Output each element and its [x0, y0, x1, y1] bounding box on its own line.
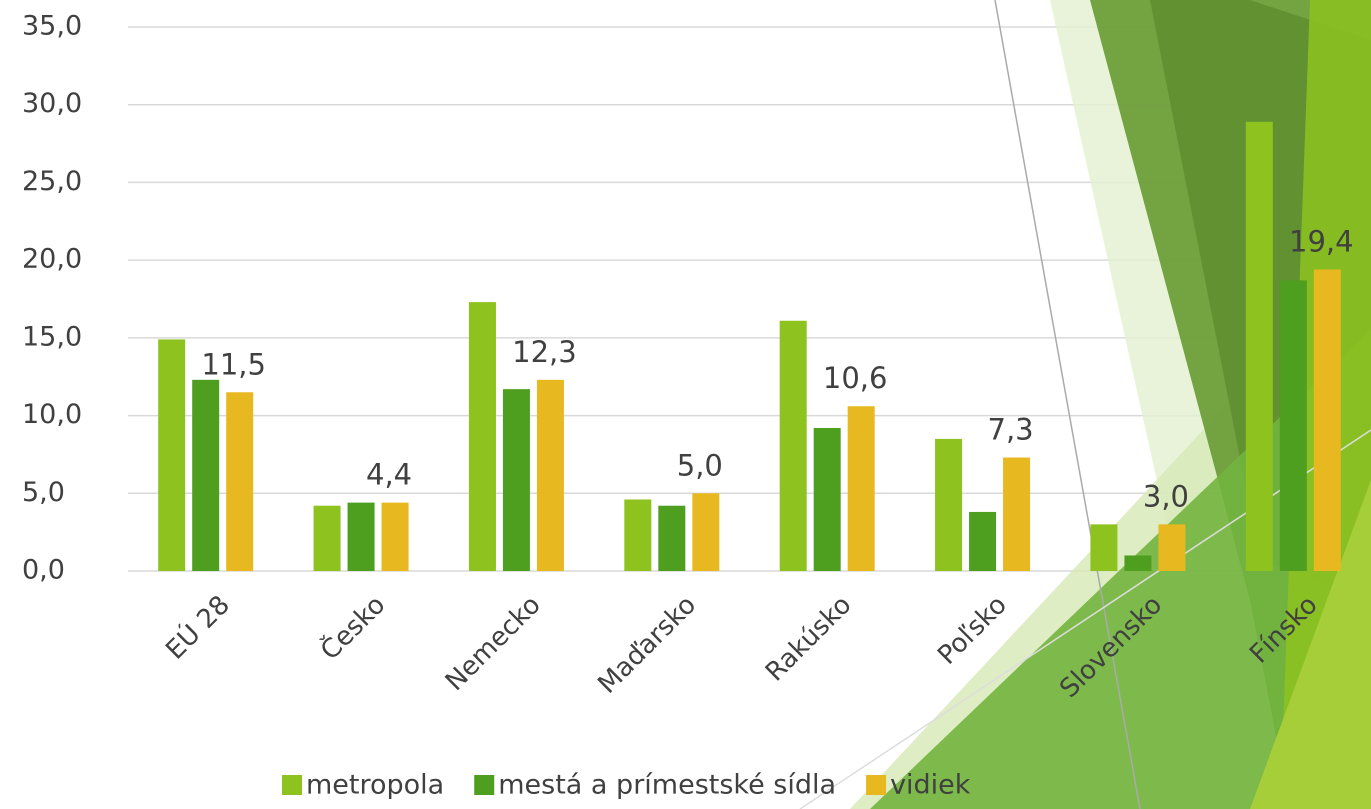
x-tick-label: EÚ 28	[159, 589, 236, 666]
y-tick-label: 15,0	[22, 321, 82, 352]
y-tick-label: 20,0	[22, 244, 82, 275]
y-tick-label: 10,0	[22, 399, 82, 430]
legend-label: vidiek	[890, 770, 971, 801]
bar	[935, 438, 963, 571]
bar	[1003, 457, 1031, 571]
data-label: 4,4	[366, 458, 412, 492]
bar	[658, 505, 686, 571]
data-label: 12,3	[512, 335, 577, 369]
y-tick-label: 5,0	[22, 477, 65, 508]
bar	[1279, 280, 1307, 571]
legend-label: mestá a prímestské sídla	[498, 770, 836, 801]
background-decoration	[799, 0, 1371, 809]
x-tick-label: Česko	[314, 589, 392, 667]
grid	[128, 26, 1371, 572]
bar	[813, 428, 841, 571]
bar	[226, 392, 254, 571]
y-tick-label: 0,0	[22, 555, 65, 586]
data-label: 5,0	[677, 448, 723, 482]
bar	[536, 379, 564, 571]
data-label: 11,5	[201, 347, 266, 381]
data-label: 3,0	[1143, 479, 1189, 513]
y-tick-label: 30,0	[22, 88, 82, 119]
legend-swatch	[474, 775, 495, 795]
bar	[779, 320, 807, 571]
x-tick-label: Rakúsko	[760, 590, 857, 687]
bar	[502, 389, 530, 571]
x-tick-label: Nemecko	[440, 590, 547, 697]
bar	[347, 502, 375, 571]
bar	[847, 406, 875, 571]
bar	[1158, 524, 1186, 571]
legend-swatch	[866, 775, 887, 795]
bar	[624, 499, 652, 571]
data-label: 7,3	[988, 413, 1034, 447]
bar	[1124, 555, 1152, 571]
bar	[1313, 269, 1341, 571]
bar	[313, 505, 341, 571]
legend-label: metropola	[306, 770, 444, 801]
data-label: 10,6	[823, 361, 888, 395]
x-tick-label: Maďarsko	[592, 590, 702, 700]
data-label: 19,4	[1289, 224, 1354, 258]
bar	[192, 379, 220, 571]
bar	[468, 302, 496, 571]
bar	[381, 502, 409, 571]
legend-swatch	[282, 775, 302, 795]
y-tick-label: 35,0	[22, 11, 82, 42]
bar	[158, 339, 186, 571]
bar	[1245, 121, 1273, 571]
y-tick-label: 25,0	[22, 166, 82, 197]
bar	[969, 511, 997, 571]
bar	[692, 493, 720, 571]
bar	[1090, 524, 1118, 571]
